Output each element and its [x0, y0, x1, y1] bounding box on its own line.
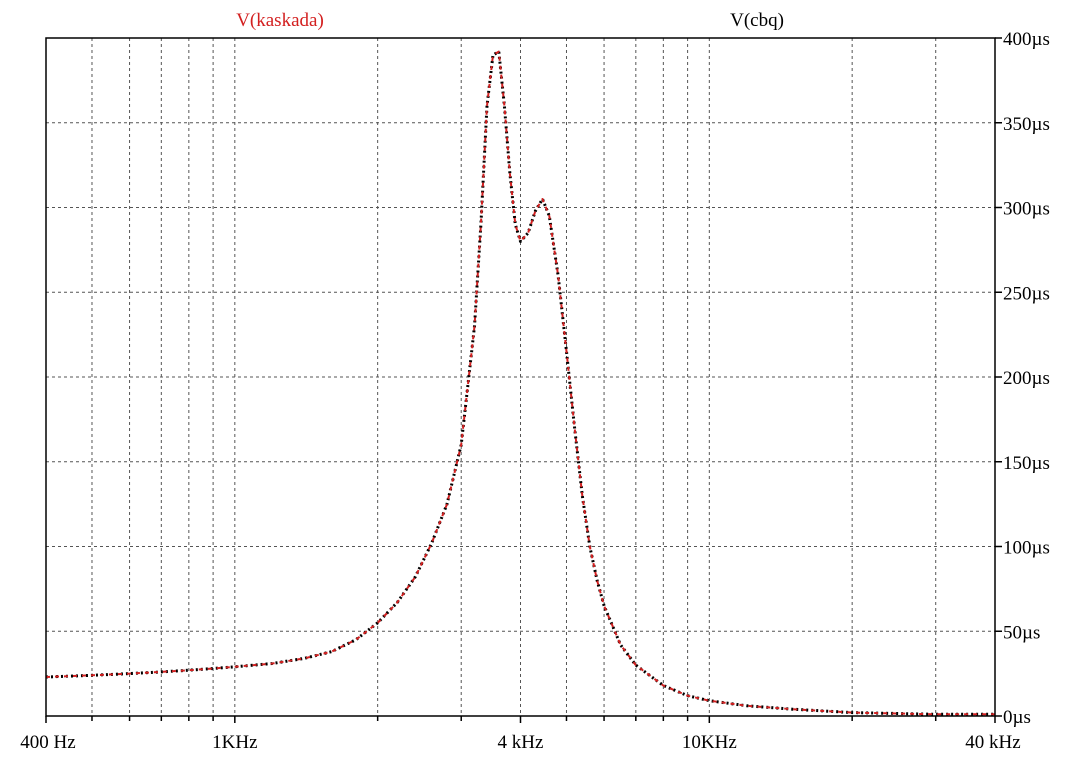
y-tick-label: 50µs — [1003, 622, 1040, 643]
x-tick-label: 400 Hz — [20, 732, 75, 753]
x-tick-label: 1KHz — [212, 732, 257, 753]
y-tick-label: 250µs — [1003, 283, 1050, 304]
x-axis: 400 Hz 1KHz 4 kHz 10KHz 40 kHz — [20, 716, 1021, 753]
legend-cbq: V(cbq) — [730, 10, 784, 31]
series-lines — [45, 50, 995, 716]
x-tick-label: 40 kHz — [965, 732, 1020, 753]
legend-kaskada: V(kaskada) — [236, 10, 324, 31]
y-tick-label: 400µs — [1003, 29, 1050, 50]
x-tick-label: 10KHz — [682, 732, 737, 753]
y-tick-label: 300µs — [1003, 199, 1050, 220]
series-line-v-kaskada- — [45, 50, 995, 716]
y-tick-label: 100µs — [1003, 538, 1050, 559]
x-tick-label: 4 kHz — [498, 732, 544, 753]
y-tick-label: 350µs — [1003, 114, 1050, 135]
y-tick-label: 0µs — [1003, 707, 1031, 728]
y-tick-label: 150µs — [1003, 453, 1050, 474]
legend: V(kaskada) V(cbq) — [236, 10, 784, 31]
y-tick-label: 200µs — [1003, 368, 1050, 389]
y-axis: 0µs 50µs 100µs 150µs 200µs 250µs 300µs 350µs 400… — [995, 29, 1050, 728]
series-line-v-cbq- — [45, 50, 995, 716]
grid — [46, 38, 995, 716]
